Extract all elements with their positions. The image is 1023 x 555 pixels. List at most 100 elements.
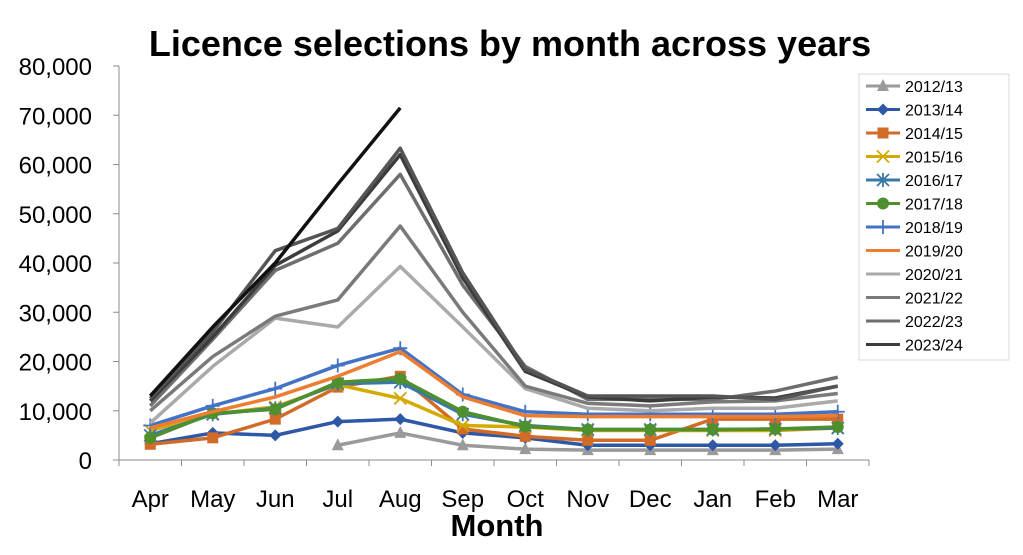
series-line (149, 349, 838, 430)
y-tick-label: 10,000 (19, 399, 92, 426)
data-point (519, 420, 532, 433)
y-tick-label: 30,000 (19, 300, 92, 327)
legend-entry: 2014/15 (866, 126, 963, 143)
data-point (769, 439, 782, 452)
data-point (582, 434, 594, 446)
series-12 (148, 146, 839, 402)
legend-marker (877, 197, 889, 210)
legend-label: 2015/16 (905, 150, 963, 167)
series-line (149, 417, 838, 447)
legend-label: 2021/22 (905, 291, 963, 308)
legend-label: 2023/24 (905, 338, 963, 355)
data-point (394, 372, 407, 385)
data-point (331, 438, 344, 451)
data-point (394, 425, 407, 438)
x-tick-label: Oct (507, 486, 545, 513)
x-tick-label: Feb (755, 486, 796, 513)
x-axis-title: Month (451, 508, 544, 543)
data-point (269, 403, 282, 416)
series-8 (149, 264, 838, 425)
data-point (330, 358, 345, 373)
legend-label: 2018/19 (905, 220, 963, 237)
series-line (149, 346, 838, 428)
data-point (581, 423, 594, 436)
legend-entry: 2023/24 (866, 338, 963, 355)
legend-entry: 2020/21 (866, 267, 963, 284)
series-line (149, 264, 838, 425)
y-tick-label: 70,000 (19, 103, 92, 130)
x-tick-label: Sep (441, 486, 484, 513)
data-point (456, 418, 470, 433)
series-9 (149, 224, 838, 413)
series-line (148, 146, 839, 402)
legend-marker (876, 149, 890, 164)
data-point (393, 391, 407, 406)
data-point (144, 438, 156, 450)
series-line (149, 376, 838, 440)
data-point (331, 376, 344, 389)
x-tick-label: May (190, 486, 235, 513)
legend-entry: 2016/17 (866, 173, 963, 190)
y-tick-label: 50,000 (19, 202, 92, 229)
legend-entry: 2022/23 (866, 314, 963, 331)
legend-marker (877, 79, 889, 91)
data-point (456, 438, 469, 451)
legend-entry: 2021/22 (866, 291, 963, 308)
series-layer (143, 106, 845, 456)
series-line (148, 106, 402, 398)
x-tick-label: Aug (379, 486, 422, 513)
series-line (150, 374, 838, 446)
legend-marker (877, 103, 889, 116)
legend-label: 2012/13 (905, 79, 963, 96)
y-tick-label: 60,000 (19, 153, 92, 180)
legend-label: 2019/20 (905, 244, 963, 261)
y-tick-label: 0 (79, 448, 92, 475)
axes: 0 10,000 20,000 30,000 40,000 50,000 60,000 70,… (19, 54, 870, 513)
series-line (149, 224, 838, 413)
x-tick-label: Dec (629, 486, 672, 513)
data-point (832, 413, 844, 425)
data-point (519, 430, 531, 442)
chart-title: Licence selections by month across years (149, 23, 871, 64)
legend-entry: 2017/18 (866, 197, 963, 214)
legend-label: 2020/21 (905, 267, 963, 284)
data-point (831, 421, 844, 434)
data-point (457, 423, 469, 435)
legend-entry: 2015/16 (866, 150, 963, 167)
x-tick-label: Jun (256, 486, 295, 513)
x-tick-label: Jul (322, 486, 353, 513)
legend-entry: 2012/13 (866, 79, 963, 96)
data-point (268, 381, 283, 396)
x-tick-label: Apr (132, 486, 169, 513)
data-point (644, 434, 656, 446)
y-tick-label: 80,000 (19, 54, 92, 81)
legend-label: 2014/15 (905, 126, 963, 143)
data-point (769, 422, 782, 435)
data-point (706, 423, 719, 436)
legend-label: 2022/23 (905, 314, 963, 331)
legend-entry: 2019/20 (866, 244, 963, 261)
data-point (456, 405, 469, 418)
legend-marker (877, 127, 889, 139)
legend-marker (876, 220, 890, 234)
data-point (644, 423, 657, 436)
data-point (831, 437, 844, 450)
data-point (331, 415, 344, 428)
y-tick-label: 20,000 (19, 350, 92, 377)
legend-box (858, 73, 1010, 361)
data-point (269, 413, 281, 425)
legend-label: 2013/14 (905, 103, 963, 120)
data-point (706, 439, 719, 452)
data-point (207, 432, 219, 444)
series-13 (148, 106, 402, 398)
data-point (519, 442, 532, 455)
legend: 2012/13 2013/14 2014/15 2015/16 2016/17 2017/… (858, 73, 1010, 361)
x-tick-label: Mar (817, 486, 858, 513)
y-tick-label: 40,000 (19, 251, 92, 278)
data-point (144, 431, 157, 444)
data-point (394, 413, 407, 426)
legend-entry: 2013/14 (866, 103, 963, 120)
legend-label: 2017/18 (905, 197, 963, 214)
